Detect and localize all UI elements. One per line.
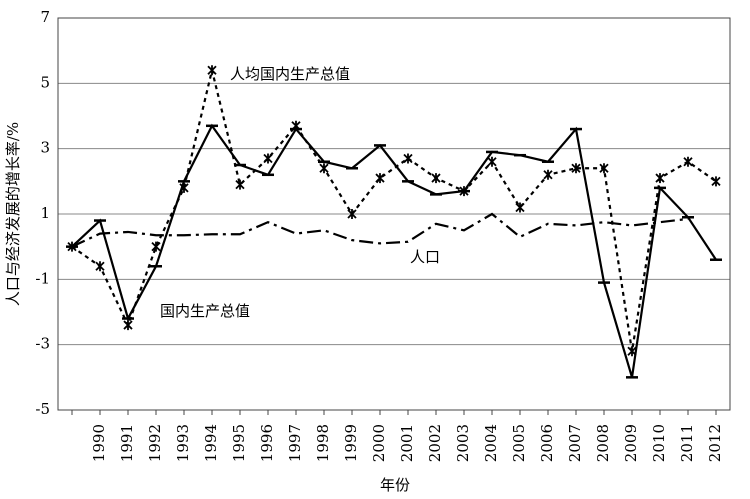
y-tick-label: 5 xyxy=(40,73,50,91)
series-label: 人口 xyxy=(410,248,440,266)
point-marker xyxy=(599,163,609,174)
x-tick-label: 1995 xyxy=(230,424,248,462)
point-marker xyxy=(543,169,553,180)
x-tick-label: 1997 xyxy=(286,424,304,462)
y-tick-label: -3 xyxy=(35,335,50,353)
point-marker xyxy=(179,182,189,193)
point-marker xyxy=(375,173,385,184)
point-marker xyxy=(487,156,497,167)
x-tick-label: 2001 xyxy=(398,424,416,462)
y-tick-label: 3 xyxy=(40,139,50,157)
point-marker xyxy=(683,156,693,167)
point-marker xyxy=(291,120,301,131)
point-marker xyxy=(207,65,217,76)
x-tick-label: 1994 xyxy=(202,424,220,462)
x-tick-label: 2004 xyxy=(482,424,500,462)
x-tick-label: 2006 xyxy=(538,424,556,462)
point-marker xyxy=(655,173,665,184)
point-marker xyxy=(123,320,133,331)
point-marker xyxy=(571,163,581,174)
point-marker xyxy=(95,261,105,272)
point-marker xyxy=(319,163,329,174)
x-tick-label: 2005 xyxy=(510,424,528,462)
point-marker xyxy=(235,179,245,190)
series-line xyxy=(71,123,717,378)
y-tick-label: -5 xyxy=(35,400,50,418)
y-tick-label: 1 xyxy=(40,204,50,222)
x-tick-label: 2010 xyxy=(650,424,668,462)
series-label: 国内生产总值 xyxy=(160,302,250,320)
point-marker xyxy=(627,346,637,357)
point-marker xyxy=(459,186,469,197)
x-tick-label: 1992 xyxy=(146,424,164,462)
point-marker xyxy=(711,176,721,187)
series-line xyxy=(71,212,689,248)
point-marker xyxy=(263,153,273,164)
x-tick-label: 2008 xyxy=(594,424,612,462)
x-tick-label: 2000 xyxy=(370,424,388,462)
x-tick-label: 1993 xyxy=(174,424,192,462)
point-marker xyxy=(403,153,413,164)
y-tick-label: 7 xyxy=(40,8,50,26)
plot-frame xyxy=(57,17,731,411)
x-tick-label: 2003 xyxy=(454,424,472,462)
point-marker xyxy=(151,241,161,252)
x-tick-label: 1991 xyxy=(118,424,136,462)
x-axis-label: 年份 xyxy=(380,476,410,494)
point-marker xyxy=(67,241,77,252)
series-line xyxy=(71,70,717,352)
y-tick-label: -1 xyxy=(35,269,50,287)
x-tick-label: 1990 xyxy=(90,424,108,462)
x-tick-label: 1998 xyxy=(314,424,332,462)
y-axis-label: 人口与经济发展的增长率/% xyxy=(4,122,22,306)
x-tick-label: 2011 xyxy=(678,424,696,462)
x-tick-label: 2002 xyxy=(426,424,444,462)
x-tick-label: 2007 xyxy=(566,424,584,462)
point-marker xyxy=(347,209,357,219)
point-marker xyxy=(515,202,525,213)
point-marker xyxy=(431,173,441,184)
x-tick-label: 2012 xyxy=(706,424,724,462)
x-tick-label: 1996 xyxy=(258,424,276,462)
series-label: 人均国内生产总值 xyxy=(230,65,350,83)
x-tick-label: 1999 xyxy=(342,424,360,462)
x-tick-label: 2009 xyxy=(622,424,640,462)
